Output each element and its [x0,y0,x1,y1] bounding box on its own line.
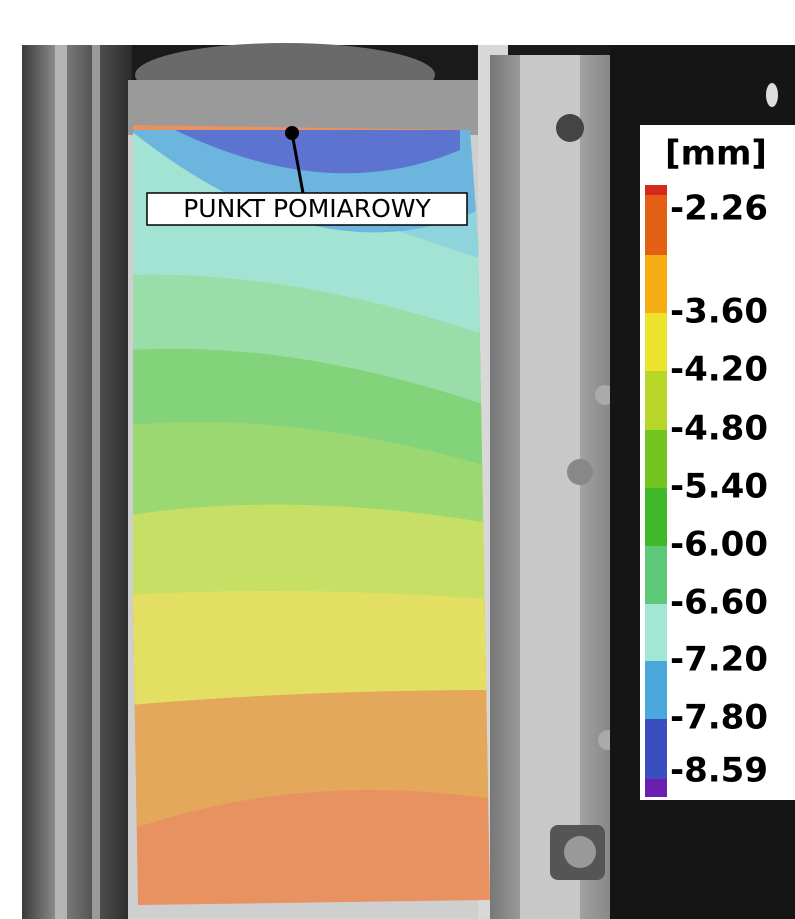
figure: PUNKT POMIAROWY [mm] -2.26 -3.60 -4.20 -4.8… [0,0,795,919]
colorbar-label: -7.80 [670,698,768,738]
colorbar-unit: [mm] [665,134,767,174]
colorbar-label: -4.20 [670,350,768,390]
annotation-label: PUNKT POMIAROWY [183,194,431,223]
colorbar-label: -2.26 [670,189,768,229]
colorbar-label: -7.20 [670,640,768,680]
colorbar: [mm] -2.26 -3.60 -4.20 -4.80 -5.40 -6.00 -6.60… [640,125,795,800]
colorbar-label: -3.60 [670,292,768,332]
colorbar-label: -6.60 [670,583,768,623]
colorbar-label: -5.40 [670,467,768,507]
colorbar-label: -6.00 [670,525,768,565]
contour-map [130,120,500,919]
colorbar-label: -4.80 [670,409,768,449]
colorbar-label: -8.59 [670,751,768,791]
